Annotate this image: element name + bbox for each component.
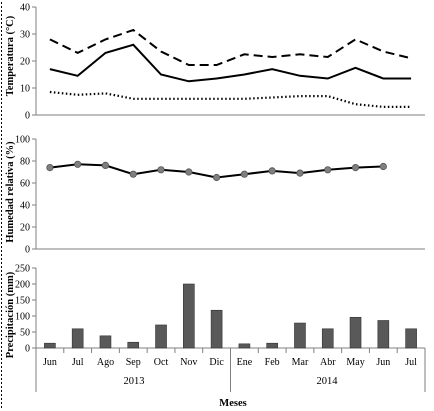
month-tick-label: Oct xyxy=(154,357,169,368)
x-axis-label: Meses xyxy=(219,398,246,409)
precipitation-y-axis-label: Precipitación (mm) xyxy=(5,271,16,358)
precipitation-bar xyxy=(127,341,140,349)
month-tick-label: Mar xyxy=(292,357,309,368)
humidity-data-point xyxy=(351,164,360,172)
temperature-series-dotted xyxy=(49,90,412,109)
humidity-data-point xyxy=(268,167,276,175)
month-tick-label: Jul xyxy=(72,357,84,368)
temperature-y-axis-label: Temperatura (°C) xyxy=(5,15,16,96)
precipitation-y-tick-label: 50 xyxy=(20,328,30,339)
month-tick-label: Nov xyxy=(180,357,197,368)
precipitation-bar xyxy=(99,335,112,349)
precipitation-bar xyxy=(377,320,390,349)
temperature-y-tick-label: 0 xyxy=(25,111,30,122)
precipitation-bar xyxy=(155,324,167,349)
humidity-data-point xyxy=(74,160,82,168)
month-tick-label: Jun xyxy=(43,357,57,368)
precipitation-bar xyxy=(71,328,84,349)
precipitation-y-tick-label: 0 xyxy=(25,344,30,355)
month-tick-label: Sep xyxy=(126,357,141,368)
precipitation-bar xyxy=(349,316,362,349)
temperature-series-solid xyxy=(49,43,412,83)
precipitation-bar xyxy=(238,343,251,349)
month-tick-label: Abr xyxy=(320,357,336,368)
temperature-y-tick-label: 40 xyxy=(20,3,30,14)
month-tick-label: Jul xyxy=(405,357,417,368)
precipitation-bar xyxy=(210,309,223,349)
precipitation-bar xyxy=(266,342,278,349)
humidity-y-tick-label: 60 xyxy=(20,179,30,190)
humidity-panel: 0 20 40 60 80 100 xyxy=(15,135,425,256)
precipitation-y-tick-label: 250 xyxy=(15,264,30,275)
precipitation-bar xyxy=(44,342,56,349)
humidity-data-point xyxy=(379,162,387,171)
humidity-data-point xyxy=(324,166,332,174)
humidity-y-tick-label: 0 xyxy=(25,245,30,256)
humidity-data-point xyxy=(46,164,54,172)
month-tick-label: Jun xyxy=(376,357,390,368)
precipitation-bar xyxy=(405,328,417,349)
humidity-y-tick-label: 40 xyxy=(20,201,30,212)
month-tick-label: Feb xyxy=(265,357,280,368)
temperature-panel: 0 10 20 30 40 xyxy=(20,3,425,122)
humidity-data-point xyxy=(296,169,304,177)
precipitation-y-tick-label: 200 xyxy=(15,280,30,291)
temperature-y-tick-label: 30 xyxy=(20,30,30,41)
humidity-y-axis-label: Humedad relativa (%) xyxy=(5,141,16,243)
year-label-2014: 2014 xyxy=(317,376,339,387)
humidity-data-point xyxy=(157,166,165,174)
year-label-2013: 2013 xyxy=(124,376,145,387)
humidity-data-point xyxy=(101,161,110,169)
precipitation-y-tick-label: 150 xyxy=(15,296,30,307)
precipitation-bar xyxy=(321,328,334,349)
month-tick-label: Ago xyxy=(97,357,114,368)
humidity-y-tick-label: 20 xyxy=(20,223,30,234)
humidity-data-point xyxy=(129,170,137,178)
month-tick-label: Dic xyxy=(209,357,224,368)
precipitation-bar xyxy=(183,283,195,349)
humidity-y-tick-label: 100 xyxy=(15,135,30,146)
precipitation-y-tick-label: 100 xyxy=(15,312,30,323)
humidity-data-point xyxy=(185,168,193,176)
precipitation-panel: 0 50 100 150 200 250 Jun Jul Ago Sep Oct Nov Dic Ene F… xyxy=(15,264,426,392)
month-tick-label: Ene xyxy=(237,357,253,368)
temperature-y-tick-label: 10 xyxy=(20,84,30,95)
precipitation-bar xyxy=(294,322,306,349)
temperature-series-dashed xyxy=(49,28,412,66)
humidity-data-point xyxy=(213,173,221,182)
temperature-y-tick-label: 20 xyxy=(20,57,30,68)
humidity-data-point xyxy=(240,170,248,178)
month-tick-label: May xyxy=(346,357,364,368)
humidity-y-tick-label: 80 xyxy=(20,157,30,168)
